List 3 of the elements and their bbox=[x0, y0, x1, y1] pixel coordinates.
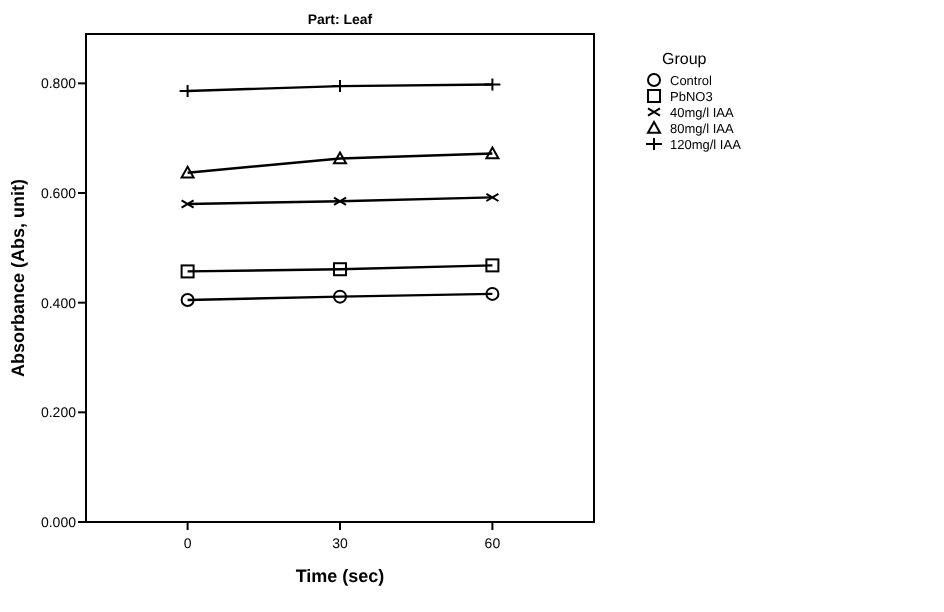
legend-title: Group bbox=[662, 50, 708, 68]
y-axis-title: Absorbance (Abs, unit) bbox=[8, 178, 28, 378]
x-axis-title: Time (sec) bbox=[295, 566, 385, 586]
